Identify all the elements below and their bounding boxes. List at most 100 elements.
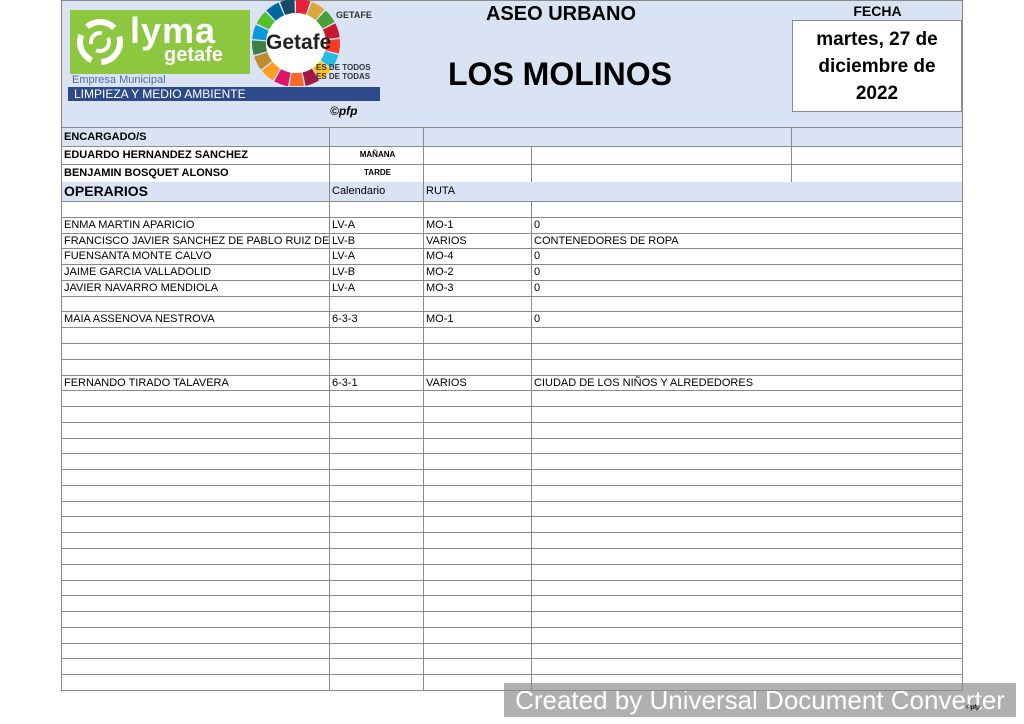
cell [792,128,963,147]
cell-text: 0 [532,311,963,328]
cell [424,422,532,439]
cell [61,390,330,407]
cell [330,532,424,549]
cell-text: 0 [532,248,963,265]
cell [532,296,963,312]
cell [61,548,330,565]
company: Empresa Municipal [72,74,166,86]
cell [424,128,792,147]
cell [61,643,330,659]
cell [61,501,330,517]
sdg-segment [320,50,339,69]
cell-text: 0 [532,280,963,297]
sdg-segment [295,0,311,15]
sdg-wheel [252,0,340,86]
cell [61,201,330,218]
cell [424,485,532,502]
cell [424,501,532,517]
cell [532,627,963,644]
logo-swirl [77,19,123,65]
slogan: ES DE TODAS [316,72,371,81]
cell [330,643,424,659]
cell-text: EDUARDO HERNANDEZ SANCHEZ [61,146,330,165]
cell-text: TARDE [330,164,424,183]
cell-text: MO-2 [424,264,532,281]
cell-text: 0 [532,217,963,234]
logo-sub: getafe [164,44,223,66]
cell [330,674,424,691]
sdg-segment [306,1,325,21]
cell [424,296,532,312]
cell [424,438,532,454]
cell [424,674,532,691]
cell-text: 6-3-1 [330,375,424,391]
cell [424,516,532,533]
sdg-segment [274,68,291,86]
cell [61,438,330,454]
footer-copyright: ©pfp [966,705,980,711]
cell [424,406,532,423]
sdg-segment [252,24,269,41]
cell [532,453,963,470]
cell-text: MAIA ASSENOVA NESTROVA [61,311,330,328]
cell [532,146,792,165]
cell [330,595,424,612]
cell [61,595,330,612]
cell [424,643,532,659]
sdg-segment [302,68,320,86]
cell-text: LV-A [330,248,424,265]
cell-text: 0 [532,264,963,281]
cell [61,516,330,533]
cell [424,164,532,183]
cell-text: FUENSANTA MONTE CALVO [61,248,330,265]
cell [330,485,424,502]
slogan: ES DE TODOS [316,63,371,72]
cell [330,564,424,581]
cell [532,390,963,407]
cell [532,327,963,344]
cell-text: MO-1 [424,311,532,328]
cell [330,201,424,218]
logo-brand: lyma [130,10,217,51]
cell [532,564,963,581]
cell [532,438,963,454]
cell [330,453,424,470]
cell [532,406,963,423]
sdg-segment [289,72,305,86]
cell [330,406,424,423]
cell [532,532,963,549]
cell [61,296,330,312]
cell [532,580,963,596]
sdg-segment [252,40,268,56]
cell [61,658,330,675]
sdg-label: Getafe [266,31,332,54]
cell [792,146,963,165]
cell [424,359,532,376]
sdg-segment [254,52,273,70]
cell-text: OPERARIOS [61,182,330,202]
cell [330,359,424,376]
cell [61,327,330,344]
cell [792,164,963,183]
cell [61,422,330,439]
cell-text: VARIOS [424,375,532,391]
cell [61,359,330,376]
cell [61,485,330,502]
sdg-segment [280,0,296,16]
cell-text: LV-A [330,217,424,234]
cell-text: CIUDAD DE LOS NIÑOS Y ALREDEDORES [532,375,963,391]
copyright: ©pfp [330,104,358,118]
cell [424,564,532,581]
cell-text: CONTENEDORES DE ROPA [532,233,963,249]
cell-text: RUTA [424,182,963,202]
cell-text: MO-4 [424,248,532,265]
city-badge: GETAFE [336,10,372,20]
cell [330,611,424,628]
cell [330,327,424,344]
cell [424,611,532,628]
cell-text: LV-B [330,264,424,281]
cell [424,595,532,612]
cell [424,627,532,644]
cell-text: MO-3 [424,280,532,297]
cell [61,453,330,470]
